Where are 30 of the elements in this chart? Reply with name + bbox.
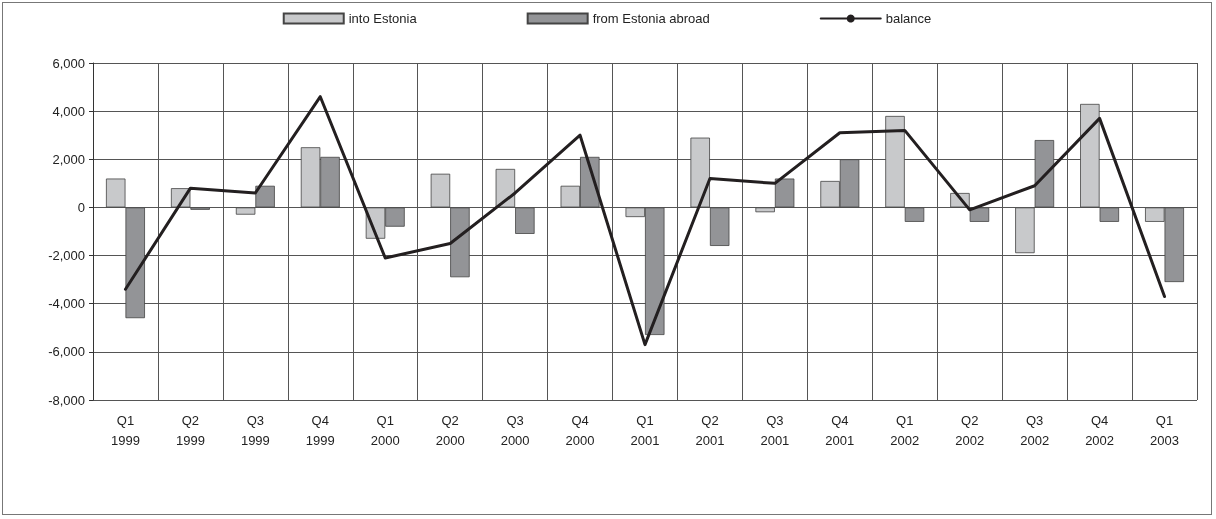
y-tick-label: -6,000 [48, 344, 85, 360]
y-tick-label: 2,000 [52, 151, 85, 167]
x-tick-label: Q1 2001 [630, 412, 660, 448]
y-tick-label: -2,000 [48, 248, 85, 264]
x-tick-label: Q3 2000 [500, 412, 530, 448]
x-tick-label: Q3 2002 [1020, 412, 1050, 448]
x-tick-label: Q4 2000 [565, 412, 595, 448]
x-tick-label: Q2 1999 [175, 412, 205, 448]
x-tick-label: Q3 1999 [240, 412, 270, 448]
line-series [123, 95, 1167, 347]
y-tick-label: 4,000 [52, 103, 85, 119]
y-tick-label: -8,000 [48, 392, 85, 408]
y-tick-label: -4,000 [48, 296, 85, 312]
y-tick-label: 0 [77, 199, 85, 215]
x-tick-label: Q1 1999 [111, 412, 140, 448]
x-tick-label: Q1 2002 [890, 412, 920, 448]
x-tick-label: Q2 2001 [695, 412, 725, 448]
x-tick-label: Q2 2002 [955, 412, 985, 448]
x-tick-label: Q4 2001 [825, 412, 855, 448]
legend-label: into Estonia [348, 11, 418, 26]
legend-label: from Estonia abroad [592, 11, 710, 26]
x-tick-label: Q3 2001 [760, 412, 790, 448]
x-tick-label: Q1 2000 [370, 412, 400, 448]
legend-label: balance [885, 11, 932, 26]
bar [969, 207, 990, 222]
x-tick-label: Q2 2000 [435, 412, 465, 448]
x-tick-label: Q4 1999 [305, 412, 335, 448]
y-tick-label: 6,000 [52, 55, 85, 71]
x-tick-label: Q1 2003 [1150, 412, 1179, 448]
x-tick-label: Q4 2002 [1085, 412, 1115, 448]
